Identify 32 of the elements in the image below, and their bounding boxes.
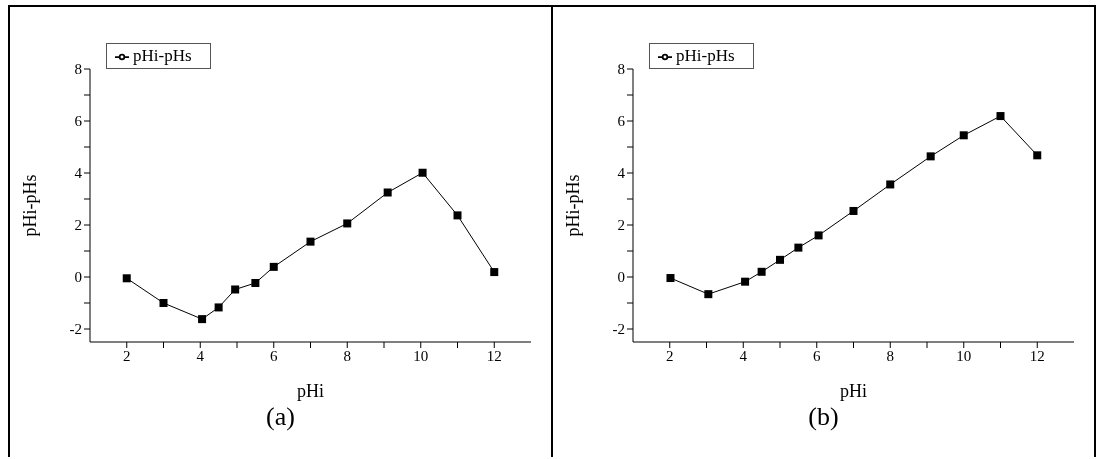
y-tick-label: 8 bbox=[617, 61, 625, 78]
y-tick-label: 6 bbox=[617, 113, 626, 130]
x-tick-label: 12 bbox=[1029, 347, 1045, 364]
x-tick-label: 8 bbox=[886, 347, 894, 364]
y-tick-label: 4 bbox=[617, 165, 626, 182]
x-tick-label: 12 bbox=[486, 347, 502, 364]
legend-label: pHi-pHs bbox=[676, 46, 735, 65]
y-tick-label: 2 bbox=[74, 217, 82, 234]
y-tick-label: 4 bbox=[74, 165, 83, 182]
y-tick-label: 8 bbox=[74, 61, 82, 78]
x-tick-label: 10 bbox=[956, 347, 972, 364]
y-tick-label: -2 bbox=[612, 321, 625, 338]
x-tick-label: 8 bbox=[343, 347, 351, 364]
x-tick-label: 6 bbox=[813, 347, 821, 364]
y-axis-title: pHi-pHs bbox=[20, 174, 41, 237]
x-tick-label: 4 bbox=[739, 347, 748, 364]
x-axis-title: pHi bbox=[297, 381, 324, 401]
x-tick-label: 10 bbox=[413, 347, 429, 364]
x-tick-label: 6 bbox=[270, 347, 278, 364]
x-axis-title: pHi bbox=[840, 381, 867, 401]
text: (b) bbox=[807, 402, 840, 432]
x-tick-label: 4 bbox=[196, 347, 205, 364]
y-tick-label: 6 bbox=[74, 113, 83, 130]
text: (a) bbox=[265, 402, 296, 432]
x-tick-label: 2 bbox=[123, 347, 131, 364]
y-axis-title: pHi-pHs bbox=[563, 174, 584, 237]
y-tick-label: 0 bbox=[617, 269, 625, 286]
y-tick-label: -2 bbox=[69, 321, 82, 338]
x-tick-label: 2 bbox=[666, 347, 674, 364]
legend-label: pHi-pHs bbox=[133, 46, 192, 65]
y-tick-label: 0 bbox=[74, 269, 82, 286]
y-tick-label: 2 bbox=[617, 217, 625, 234]
